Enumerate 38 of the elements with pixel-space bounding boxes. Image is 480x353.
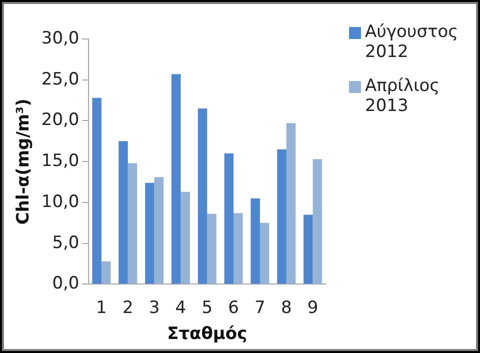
x-tick-label: 9 (307, 298, 318, 318)
x-tick-label: 6 (228, 298, 239, 318)
x-tick-label: 5 (202, 298, 213, 318)
legend-label: Απρίλιος 2013 (365, 76, 441, 116)
bar (171, 74, 181, 284)
y-tick-label: 10,0 (41, 192, 80, 212)
x-tick-label: 3 (148, 298, 160, 318)
bar (198, 108, 208, 284)
legend-label: Αύγουστος 2012 (365, 22, 460, 62)
x-axis-title: Σταθμός (167, 324, 248, 344)
y-axis-title: Chl-α(mg/m³) (14, 98, 34, 225)
x-tick-label: 2 (122, 298, 134, 318)
x-tick-label: 7 (254, 298, 266, 318)
bar (234, 213, 243, 284)
y-tick-label: 30,0 (41, 28, 80, 48)
bar (250, 198, 260, 284)
y-tick-label: 15,0 (41, 151, 80, 172)
bar (312, 159, 322, 284)
bar (101, 261, 111, 284)
y-tick-label: 0,0 (52, 274, 80, 294)
bar (304, 214, 313, 284)
bar (154, 177, 164, 284)
bar (128, 163, 138, 284)
x-tick-label: 8 (280, 298, 292, 318)
x-tick-label: 1 (96, 298, 107, 318)
bar (224, 153, 234, 284)
bar (145, 182, 154, 284)
bar (286, 123, 296, 284)
x-tick-label: 4 (175, 298, 186, 318)
y-tick-label: 20,0 (41, 110, 80, 130)
bar (260, 222, 270, 284)
bar (180, 192, 190, 284)
y-tick-label: 5,0 (52, 232, 80, 253)
bar (92, 98, 102, 284)
bar (277, 149, 286, 284)
bar (118, 141, 128, 284)
y-tick-label: 25,0 (41, 69, 80, 90)
bar (207, 214, 216, 284)
